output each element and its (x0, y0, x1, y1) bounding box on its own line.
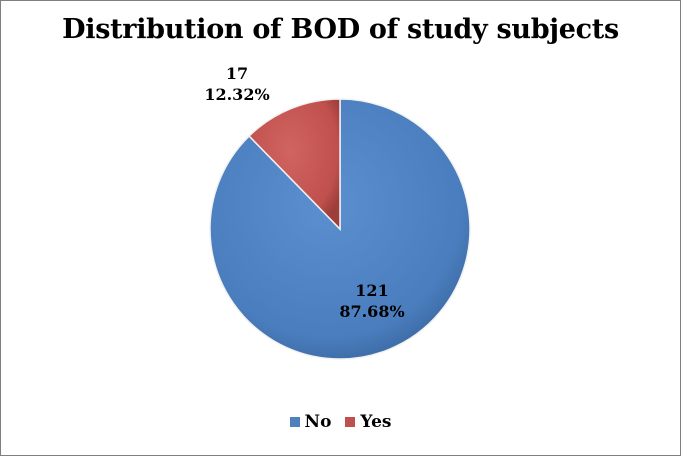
pie-slice-no (209, 98, 471, 360)
chart-title: Distribution of BOD of study subjects (62, 14, 619, 45)
legend-swatch-no (289, 417, 300, 427)
pie-slice-yes (248, 98, 341, 231)
legend-item-no: No (289, 412, 332, 432)
legend: No Yes (0, 412, 681, 432)
data-label-percent-no: 87.68% (339, 302, 404, 321)
legend-item-yes: Yes (345, 412, 391, 432)
data-label-value-no: 121 (355, 281, 388, 300)
legend-label-no: No (304, 412, 332, 432)
data-label-percent-yes: 12.32% (204, 85, 269, 104)
legend-label-yes: Yes (360, 412, 392, 432)
legend-swatch-yes (345, 417, 356, 427)
data-label-value-yes: 17 (226, 64, 248, 83)
